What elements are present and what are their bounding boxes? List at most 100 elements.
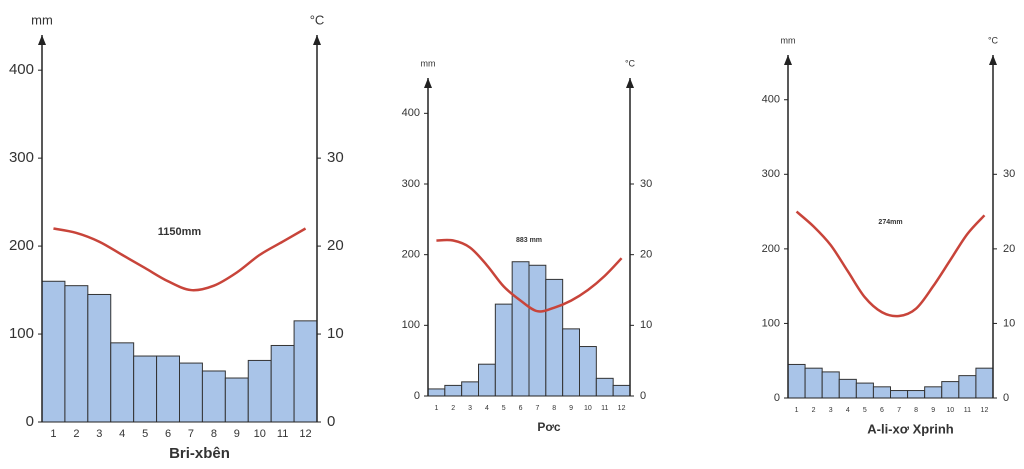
chart-title: A-li-xơ Xprinh: [867, 421, 954, 436]
chart-title: Pơc: [537, 420, 561, 434]
y-tick-label: 300: [402, 178, 420, 190]
x-tick-label: 10: [946, 407, 954, 414]
annotation: 883 mm: [516, 237, 542, 244]
x-tick-label: 4: [119, 428, 125, 440]
precipitation-bar: [247, 359, 272, 423]
precipitation-bar: [595, 377, 614, 397]
x-tick-label: 10: [584, 405, 592, 412]
precipitation-bar: [133, 355, 158, 423]
y-tick-label: 300: [9, 149, 34, 166]
x-tick-label: 9: [234, 428, 240, 440]
precipitation-bar: [838, 378, 857, 399]
axis-arrow: [38, 35, 46, 45]
precipitation-bar: [444, 384, 463, 397]
precipitation-bar: [579, 346, 597, 397]
x-tick-label: 7: [897, 407, 901, 414]
x-tick-label: 11: [277, 428, 288, 440]
y-tick-label: 0: [414, 390, 420, 402]
temperature-line: [436, 238, 623, 313]
precipitation-bar: [545, 278, 564, 397]
y-tick-label: 0: [774, 392, 780, 404]
y2-tick-label: 20: [640, 249, 652, 261]
precipitation-bar: [201, 370, 226, 423]
precipitation-bar: [907, 390, 926, 399]
x-tick-label: 9: [569, 405, 573, 412]
x-tick-label: 7: [535, 405, 539, 412]
y-tick-label: 200: [9, 237, 34, 254]
temperature-line: [795, 210, 986, 318]
x-tick-label: 1: [50, 428, 56, 440]
x-tick-label: 7: [188, 428, 194, 440]
y2-tick-label: 10: [327, 325, 344, 342]
precipitation-bar: [224, 377, 249, 423]
x-tick-label: 8: [552, 405, 556, 412]
y2-tick-label: 0: [327, 413, 335, 430]
precipitation-bar: [478, 363, 496, 397]
y-tick-label: 0: [26, 413, 34, 430]
precipitation-bar: [293, 320, 318, 423]
y-axis-label: mm: [781, 35, 796, 45]
precipitation-bar: [562, 328, 581, 397]
y2-tick-label: 20: [327, 237, 344, 254]
axis-arrow: [784, 55, 792, 65]
y2-axis-label: °C: [625, 58, 636, 68]
precipitation-bar: [156, 355, 180, 423]
precipitation-bar: [270, 344, 295, 423]
axis-arrow: [989, 55, 997, 65]
x-tick-label: 6: [165, 428, 171, 440]
y-tick-label: 100: [9, 325, 34, 342]
y2-tick-label: 10: [1003, 317, 1015, 329]
x-tick-label: 1: [434, 405, 438, 412]
y-tick-label: 400: [762, 94, 780, 106]
x-tick-label: 12: [299, 428, 311, 440]
y-tick-label: 100: [402, 319, 420, 331]
x-tick-label: 5: [142, 428, 148, 440]
x-tick-label: 3: [468, 405, 472, 412]
precipitation-bar: [110, 342, 135, 423]
precipitation-bar: [804, 367, 823, 399]
x-tick-label: 9: [931, 407, 935, 414]
x-tick-label: 6: [519, 405, 523, 412]
y2-axis-label: °C: [310, 12, 325, 27]
x-tick-label: 4: [846, 407, 850, 414]
precipitation-bar: [855, 382, 874, 399]
chart-title: Bri-xbên: [169, 445, 230, 462]
precipitation-bar: [787, 363, 806, 399]
axis-arrow: [313, 35, 321, 45]
x-tick-label: 5: [502, 405, 506, 412]
x-tick-label: 8: [211, 428, 217, 440]
precipitation-bar: [958, 375, 977, 399]
precipitation-bar: [427, 388, 446, 397]
y2-tick-label: 0: [640, 390, 646, 402]
precipitation-bar: [528, 264, 547, 397]
precipitation-bar: [975, 367, 994, 399]
x-tick-label: 1: [795, 407, 799, 414]
y-tick-label: 400: [9, 61, 34, 78]
x-tick-label: 5: [863, 407, 867, 414]
y-tick-label: 300: [762, 168, 780, 180]
y2-tick-label: 30: [327, 149, 344, 166]
y2-tick-label: 10: [640, 319, 652, 331]
y-tick-label: 100: [762, 317, 780, 329]
precipitation-bar: [41, 280, 66, 423]
y-tick-label: 400: [402, 107, 420, 119]
annotation: 274mm: [878, 219, 902, 226]
axis-arrow: [424, 78, 432, 88]
x-tick-label: 2: [73, 428, 79, 440]
x-tick-label: 2: [812, 407, 816, 414]
y2-tick-label: 30: [1003, 168, 1015, 180]
x-tick-label: 12: [618, 405, 626, 412]
precipitation-bar: [494, 303, 513, 397]
x-tick-label: 3: [829, 407, 833, 414]
x-tick-label: 2: [451, 405, 455, 412]
x-tick-label: 12: [981, 407, 989, 414]
x-tick-label: 3: [96, 428, 102, 440]
precipitation-bar: [872, 386, 892, 399]
precipitation-bar: [64, 285, 89, 423]
precipitation-bar: [941, 381, 960, 399]
y-tick-label: 200: [402, 249, 420, 261]
precipitation-bar: [924, 386, 943, 399]
precipitation-bar: [612, 384, 631, 397]
temperature-line: [53, 227, 307, 292]
